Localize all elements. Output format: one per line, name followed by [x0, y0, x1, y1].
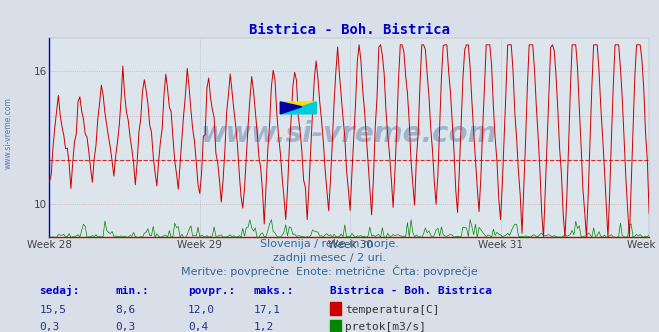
Polygon shape	[280, 102, 302, 114]
Text: povpr.:: povpr.:	[188, 286, 235, 296]
Text: www.si-vreme.com: www.si-vreme.com	[3, 97, 13, 169]
Text: 1,2: 1,2	[254, 322, 274, 332]
Text: min.:: min.:	[115, 286, 149, 296]
Text: maks.:: maks.:	[254, 286, 294, 296]
Text: 0,3: 0,3	[40, 322, 60, 332]
Polygon shape	[280, 102, 316, 114]
Text: 0,3: 0,3	[115, 322, 136, 332]
Text: Bistrica - Boh. Bistrica: Bistrica - Boh. Bistrica	[330, 286, 492, 296]
Text: 17,1: 17,1	[254, 305, 281, 315]
Text: Slovenija / reke in morje.: Slovenija / reke in morje.	[260, 239, 399, 249]
Text: 12,0: 12,0	[188, 305, 215, 315]
Text: 15,5: 15,5	[40, 305, 67, 315]
Text: www.si-vreme.com: www.si-vreme.com	[201, 120, 498, 148]
Text: zadnji mesec / 2 uri.: zadnji mesec / 2 uri.	[273, 253, 386, 263]
Text: sedaj:: sedaj:	[40, 285, 80, 296]
Text: 8,6: 8,6	[115, 305, 136, 315]
Title: Bistrica - Boh. Bistrica: Bistrica - Boh. Bistrica	[248, 23, 450, 37]
Text: Meritve: povprečne  Enote: metrične  Črta: povprečje: Meritve: povprečne Enote: metrične Črta:…	[181, 265, 478, 277]
Text: pretok[m3/s]: pretok[m3/s]	[345, 322, 426, 332]
Text: 0,4: 0,4	[188, 322, 208, 332]
Polygon shape	[280, 102, 316, 114]
Text: temperatura[C]: temperatura[C]	[345, 305, 440, 315]
